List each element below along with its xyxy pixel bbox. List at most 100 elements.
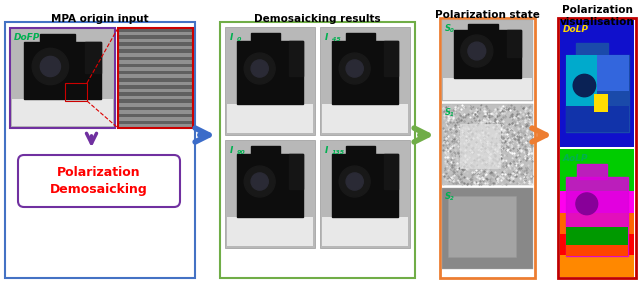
Bar [220,22,415,278]
Polygon shape [40,34,75,43]
Circle shape [339,53,370,84]
Polygon shape [289,41,303,76]
Polygon shape [346,33,375,43]
Bar [118,39,193,43]
Bar [118,28,193,128]
Polygon shape [289,154,303,189]
Bar [12,99,113,126]
Text: 2: 2 [450,196,454,201]
Circle shape [244,53,275,84]
Text: Polarization
visualisation: Polarization visualisation [559,5,634,27]
Bar [442,20,533,101]
Bar [118,89,193,93]
Bar [118,107,193,111]
Polygon shape [237,154,303,217]
Text: Demosaicking results: Demosaicking results [254,14,381,24]
Bar [118,78,193,82]
Text: MPA origin input: MPA origin input [51,14,149,24]
Circle shape [32,48,68,85]
Bar [118,124,193,128]
Text: DoLP: DoLP [563,25,589,34]
Bar [118,74,193,78]
Bar [443,78,532,100]
Polygon shape [507,31,522,57]
Text: 0: 0 [237,37,241,42]
Text: 45: 45 [332,37,340,42]
Bar [118,103,193,107]
Text: Polarization state: Polarization state [435,10,540,20]
Polygon shape [454,31,522,78]
Bar [118,53,193,57]
Bar [118,117,193,121]
Bar [566,245,628,256]
Bar [440,18,535,278]
Bar [560,170,634,192]
Text: S: S [445,24,451,33]
Bar [118,49,193,53]
Bar [118,46,193,50]
Text: I: I [325,146,328,155]
Polygon shape [566,177,628,256]
Bar [593,94,607,112]
Polygon shape [251,146,280,156]
Bar [322,217,408,246]
Bar [558,18,636,278]
Bar [118,100,193,104]
Bar [460,124,501,169]
Bar [560,191,634,213]
Bar [65,83,87,101]
Circle shape [251,173,268,190]
Bar [118,71,193,75]
Bar [597,55,628,91]
Polygon shape [577,164,607,179]
Polygon shape [332,154,397,217]
Bar [227,104,313,133]
Bar [566,55,597,106]
Bar [118,28,193,32]
Bar [560,234,634,255]
Polygon shape [566,55,628,132]
Text: S: S [445,108,451,117]
Text: Polarization
Demosaicking: Polarization Demosaicking [50,166,148,196]
Text: 1: 1 [450,112,454,117]
Bar [10,28,115,128]
FancyBboxPatch shape [18,155,180,207]
Text: I: I [230,33,234,42]
Circle shape [461,35,493,67]
Text: 135: 135 [332,150,345,155]
Bar [118,96,193,100]
Bar [118,60,193,64]
Text: 90: 90 [237,150,246,155]
Text: DoFP: DoFP [14,33,40,42]
Circle shape [576,193,598,215]
Text: I: I [325,33,328,42]
Bar [118,110,193,114]
Bar [227,217,313,246]
Polygon shape [84,41,101,73]
Polygon shape [468,24,498,32]
Bar [118,67,193,72]
Bar [118,31,193,36]
Bar [118,57,193,61]
Bar [320,140,410,248]
Bar [225,27,315,135]
Circle shape [573,74,596,97]
Polygon shape [384,41,397,76]
Circle shape [346,60,364,77]
Bar [118,35,193,39]
Bar [448,196,516,257]
Circle shape [346,173,364,190]
Text: I: I [230,146,234,155]
Bar [566,106,628,132]
Bar [320,27,410,135]
Bar [118,85,193,89]
Bar [118,82,193,86]
Polygon shape [24,41,101,99]
Polygon shape [346,146,375,156]
Circle shape [244,166,275,197]
Circle shape [40,56,61,77]
Bar [225,140,315,248]
Bar [118,64,193,68]
Polygon shape [576,43,607,57]
Bar [118,121,193,125]
